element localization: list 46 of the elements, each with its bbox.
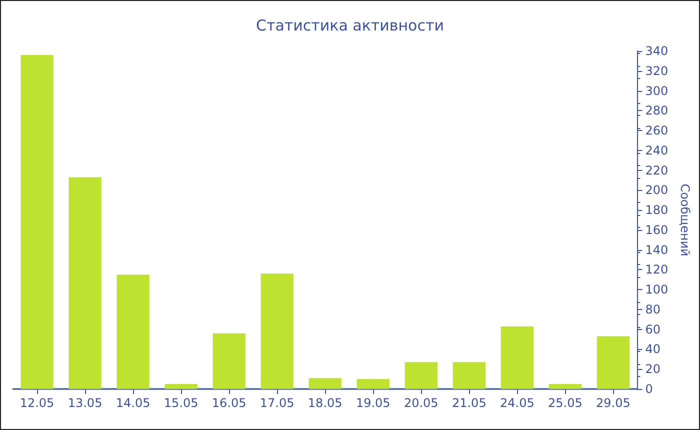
x-tick-label: 14.05 — [116, 396, 150, 410]
y-tick-label: 200 — [645, 183, 668, 198]
bar — [20, 54, 54, 389]
y-tick-label: 60 — [645, 322, 660, 336]
bar — [452, 362, 486, 389]
bar — [164, 384, 198, 389]
y-axis-title: Сообщений — [678, 184, 692, 256]
y-tick-label: 100 — [645, 282, 668, 297]
x-tick-label: 29.05 — [596, 396, 630, 410]
x-tick-label: 21.05 — [452, 396, 486, 410]
bar — [212, 333, 246, 389]
x-tick-label: 15.05 — [164, 396, 198, 410]
bar — [548, 384, 582, 389]
y-tick-label: 160 — [645, 222, 668, 237]
x-tick-label: 24.05 — [500, 396, 534, 410]
y-tick-label: 280 — [645, 104, 668, 118]
y-tick-label: 240 — [645, 143, 668, 158]
y-tick-label: 300 — [645, 84, 668, 98]
x-tick-label: 20.05 — [404, 396, 438, 410]
bar — [68, 177, 102, 389]
y-tick-label: 220 — [645, 163, 668, 178]
y-tick-label: 260 — [645, 124, 668, 138]
y-tick-label: 180 — [645, 203, 668, 218]
y-tick-label: 0 — [645, 382, 653, 396]
y-tick-label: 340 — [645, 44, 668, 58]
bar — [308, 378, 342, 389]
y-tick-label: 120 — [645, 262, 668, 277]
y-tick-label: 320 — [645, 64, 668, 78]
bar — [404, 362, 438, 389]
x-tick-label: 17.05 — [260, 396, 294, 410]
y-tick-label: 20 — [645, 362, 660, 376]
bar — [356, 379, 390, 389]
y-tick-label: 80 — [645, 302, 660, 316]
y-tick-label: 40 — [645, 342, 660, 356]
bar — [596, 336, 630, 389]
chart-title: Статистика активности — [256, 16, 444, 34]
x-tick-label: 18.05 — [308, 396, 342, 410]
bar — [500, 326, 534, 389]
x-tick-label: 13.05 — [68, 396, 102, 410]
x-tick-label: 25.05 — [548, 396, 582, 410]
x-tick-label: 12.05 — [20, 396, 54, 410]
x-tick-label: 19.05 — [356, 396, 390, 410]
y-tick-label: 140 — [645, 242, 668, 257]
bar — [260, 274, 294, 389]
x-tick-label: 16.05 — [212, 396, 246, 410]
bar — [116, 274, 150, 389]
